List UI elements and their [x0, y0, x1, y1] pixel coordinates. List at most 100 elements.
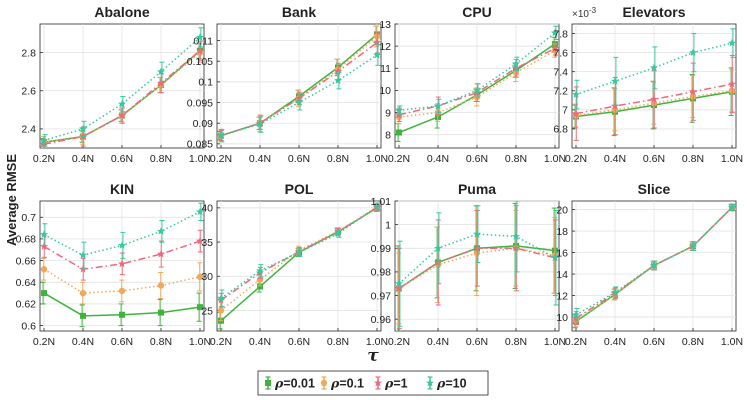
- data-point: [689, 241, 697, 250]
- x-tick-label: 0.4N: [427, 336, 449, 348]
- series-2: [40, 229, 204, 281]
- data-point: [689, 48, 697, 57]
- x-tick-label: 0.4N: [249, 153, 271, 165]
- series-group: [395, 25, 559, 142]
- legend-marker: [426, 378, 434, 387]
- data-point: [572, 313, 580, 322]
- series-line: [398, 233, 556, 285]
- legend-entry: ρ=10: [426, 376, 467, 391]
- series-3: [572, 28, 736, 110]
- data-point: [157, 282, 165, 289]
- x-tick-label: 1.0N: [189, 153, 211, 165]
- series-3: [40, 27, 204, 147]
- data-point: [551, 28, 559, 37]
- data-point: [40, 136, 48, 144]
- data-point: [512, 232, 520, 240]
- data-point: [295, 98, 303, 106]
- data-point: [41, 290, 47, 297]
- series-group: [572, 203, 736, 329]
- x-tick-label: 0.4N: [604, 336, 626, 348]
- y-tick-label: 9: [385, 107, 391, 119]
- legend-entry: ρ=0.01: [265, 376, 315, 391]
- data-point: [196, 236, 204, 245]
- x-tick-label: 0.8N: [150, 336, 172, 348]
- axis-multiplier-exponent: -3: [589, 6, 597, 15]
- y-tick-label: 2.8: [21, 47, 36, 59]
- data-point: [196, 46, 204, 55]
- y-tick-label: 0.64: [16, 277, 37, 289]
- series-line: [398, 47, 556, 116]
- panel-abalone: 2.4 2.6 2.8 0.2N 0.4N 0.6N 0.8N 1.0N Abalone: [21, 4, 211, 165]
- x-tick-label: 0.6N: [111, 336, 133, 348]
- x-tick-label: 0.4N: [604, 153, 626, 165]
- x-tick-label: 1.0N: [544, 336, 566, 348]
- panel-kin: 0.6 0.62 0.64 0.66 0.68 0.7 0.2N 0.4N 0.6N 0.8N 1.…: [16, 181, 212, 348]
- x-tick-label: 0.8N: [150, 153, 172, 165]
- series-3: [395, 25, 559, 116]
- data-point: [334, 229, 342, 238]
- data-point: [650, 261, 658, 269]
- data-point: [373, 202, 381, 210]
- legend-marker: [320, 379, 328, 387]
- x-tick-label: 0.6N: [111, 153, 133, 165]
- y-tick-label: 0.68: [16, 234, 37, 246]
- data-point: [373, 50, 381, 59]
- series-3: [40, 202, 204, 269]
- x-tick-label: 0.6N: [466, 153, 488, 165]
- data-point: [196, 273, 204, 281]
- y-tick-label: 0.085: [187, 139, 213, 151]
- panel-cpu: 8 9 10 11 12 13 0.2N 0.4N 0.6N 0.8N 1.0N CPU: [379, 4, 566, 165]
- data-point: [256, 119, 264, 128]
- panel-pol: 25 30 35 40 0.2N 0.4N 0.6N 0.8N 1.0N POL: [201, 181, 388, 348]
- legend-value: =10: [445, 377, 466, 391]
- data-point: [40, 139, 48, 148]
- series-group: [395, 201, 559, 331]
- x-tick-label: 0.8N: [682, 336, 704, 348]
- data-point: [473, 244, 481, 252]
- y-tick-label: 16: [556, 247, 568, 259]
- legend-symbol: ρ: [330, 376, 340, 391]
- legend: ρ=0.01 ρ=0.1 ρ=1 ρ=10: [257, 370, 489, 396]
- data-point: [157, 67, 165, 76]
- data-point: [157, 78, 165, 87]
- legend-marker: [374, 378, 382, 387]
- data-point: [118, 259, 126, 268]
- y-tick-label: 10: [379, 85, 391, 97]
- x-tick-label: 0.6N: [643, 153, 665, 165]
- y-tick-label: 18: [556, 226, 568, 238]
- y-tick-label: 6.8: [553, 124, 568, 136]
- series-line: [43, 50, 201, 145]
- data-point: [295, 248, 303, 256]
- y-tick-label: 20: [556, 204, 568, 216]
- y-tick-label: 40: [201, 203, 213, 215]
- x-tick-label: 0.4N: [249, 336, 271, 348]
- x-tick-label: 0.2N: [565, 336, 587, 348]
- data-point: [334, 76, 342, 85]
- data-point: [395, 106, 403, 114]
- data-point: [512, 64, 520, 72]
- data-point: [40, 242, 48, 250]
- y-tick-label: 30: [201, 271, 213, 283]
- series-0: [40, 281, 203, 328]
- x-tick-label: 0.8N: [505, 153, 527, 165]
- y-tick-label: 12: [556, 290, 568, 302]
- legend-marker: [265, 380, 271, 386]
- x-tick-label: 0.2N: [210, 153, 232, 165]
- panel-title: KIN: [110, 181, 134, 197]
- x-tick-label: 0.8N: [327, 153, 349, 165]
- data-point: [80, 312, 86, 319]
- data-point: [611, 77, 619, 85]
- y-tick-label: 13: [379, 19, 391, 31]
- series-1: [572, 69, 736, 132]
- legend-value: =0.1: [339, 377, 364, 391]
- data-point: [473, 88, 481, 97]
- data-point: [434, 258, 442, 266]
- y-tick-label: 8: [385, 130, 391, 142]
- data-point: [512, 59, 520, 68]
- y-tick-label: 25: [201, 305, 213, 317]
- data-point: [395, 279, 403, 288]
- x-tick-label: 1.0N: [721, 336, 743, 348]
- data-point: [79, 265, 87, 273]
- data-point: [473, 86, 481, 94]
- legend-symbol: ρ: [274, 376, 284, 391]
